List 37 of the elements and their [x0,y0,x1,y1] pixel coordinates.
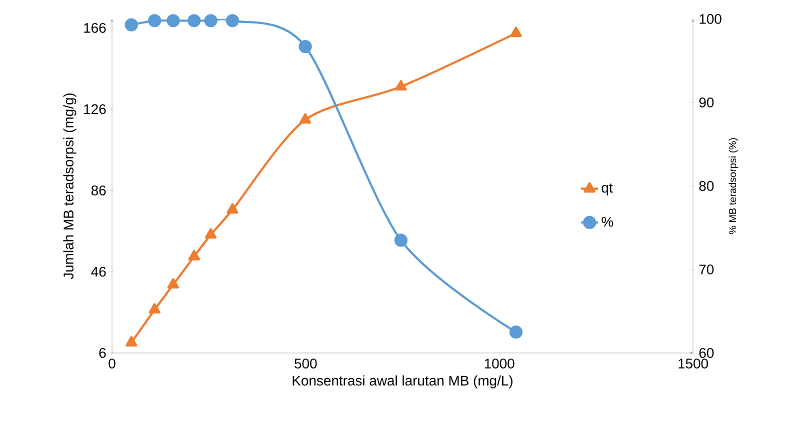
point [188,14,201,28]
point [395,80,407,90]
point [166,14,180,28]
point [510,26,522,38]
y-tick-label: 126 [84,104,106,114]
y-tick-label: 46 [91,266,106,277]
point [148,14,162,28]
point [204,14,218,28]
point [299,113,312,124]
y-tick-label: 86 [91,186,106,196]
point [204,228,217,239]
y2-tick-label: 70 [699,264,714,274]
y-tick-label: 166 [84,22,106,33]
point [509,326,523,339]
x-tick-label: 1000 [484,358,514,369]
y2-tick-label: 60 [699,348,714,358]
point [188,250,200,260]
point [124,18,138,32]
y2-axis-title: % MB teradsorpsi (%) [728,138,738,234]
point [148,303,160,314]
point [126,336,138,346]
y2-tick-label: 90 [699,98,714,108]
point [298,40,312,54]
x-tick-label: 1500 [678,358,708,369]
point [226,203,238,214]
y-axis-title: Jumlah MB teradsorpsi (mg/g) [63,93,76,280]
y2-tick-label: 80 [699,181,714,191]
y-tick-label: 6 [99,348,106,358]
point [394,234,408,247]
x-axis-title: Konsentrasi awal larutan MB (mg/L) [292,375,512,388]
y2-tick-label: 100 [700,14,722,24]
x-tick-label: 500 [294,358,317,369]
point [226,14,240,28]
x-tick-label: 0 [108,358,116,369]
legend-label: qt [602,183,613,196]
legend-label: % [602,216,614,227]
point [167,278,180,289]
